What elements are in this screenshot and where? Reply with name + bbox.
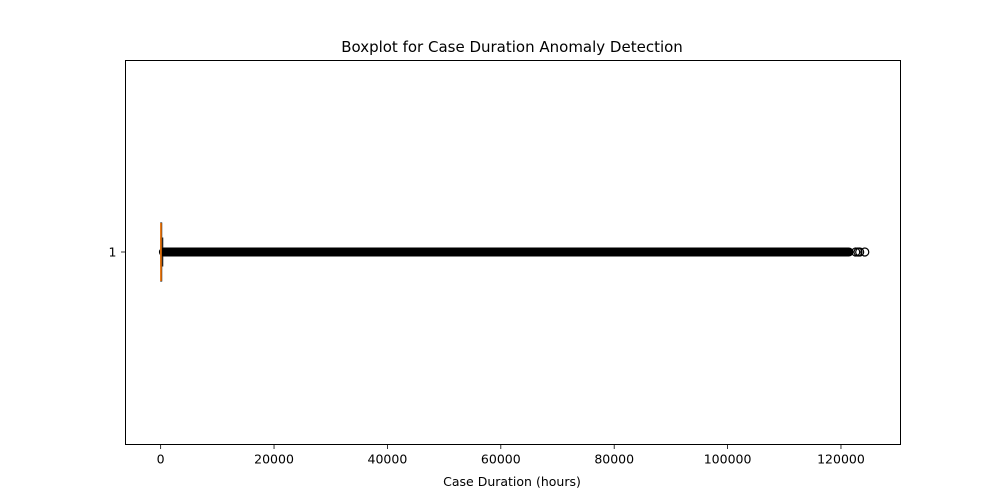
y-axis: 1: [109, 245, 126, 260]
x-tick-label: 80000: [594, 452, 634, 467]
x-tick-label: 0: [157, 452, 165, 467]
outlier-point: [855, 247, 865, 257]
x-axis: 0 20000 40000 60000 80000 100000 120000: [157, 444, 865, 467]
plot-frame: [125, 60, 901, 445]
outlier-point: [860, 247, 870, 257]
x-tick-label: 20000: [254, 452, 294, 467]
chart-title: Boxplot for Case Duration Anomaly Detect…: [341, 38, 683, 56]
x-tick-label: 40000: [368, 452, 408, 467]
plot-area: [158, 222, 870, 282]
y-tick-label: 1: [109, 245, 117, 260]
x-tick-label: 120000: [817, 452, 865, 467]
x-axis-label: Case Duration (hours): [443, 474, 581, 489]
outliers-dense-band: [158, 247, 854, 257]
x-tick-label: 60000: [481, 452, 521, 467]
x-tick-label: 100000: [704, 452, 752, 467]
